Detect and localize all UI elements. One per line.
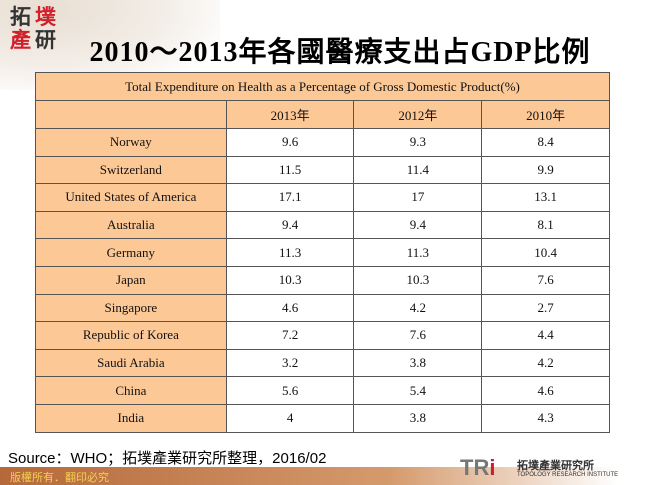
table-row: Germany 11.3 11.3 10.4 — [35, 238, 610, 267]
logo-char: 拓 — [10, 5, 31, 29]
country-cell: China — [35, 376, 227, 405]
value-cell: 9.6 — [225, 128, 355, 157]
logo-char: 產 — [10, 28, 31, 52]
column-header: 2013年 — [225, 100, 355, 129]
value-cell: 10.4 — [481, 238, 610, 267]
table-row: Australia 9.4 9.4 8.1 — [35, 210, 610, 240]
tri-logo-i: i — [489, 455, 496, 480]
expenditure-table: Total Expenditure on Health as a Percent… — [35, 72, 610, 433]
value-cell: 11.5 — [225, 155, 355, 185]
country-cell: Germany — [35, 238, 227, 267]
country-cell: India — [35, 403, 227, 433]
value-cell: 4.4 — [481, 321, 610, 350]
logo: 拓墣 產研 — [8, 6, 60, 54]
logo-char: 墣 — [35, 5, 56, 29]
country-cell: Japan — [35, 265, 227, 295]
value-cell: 10.3 — [225, 265, 355, 295]
column-header: 2012年 — [353, 100, 483, 129]
table-row: Switzerland 11.5 11.4 9.9 — [35, 155, 610, 185]
value-cell: 8.1 — [481, 210, 610, 240]
value-cell: 17 — [353, 183, 483, 212]
country-cell: Saudi Arabia — [35, 348, 227, 378]
table-row: Norway 9.6 9.3 8.4 — [35, 128, 610, 157]
value-cell: 7.6 — [353, 321, 483, 350]
table-row: Japan 10.3 10.3 7.6 — [35, 265, 610, 295]
value-cell: 4.6 — [481, 376, 610, 405]
value-cell: 13.1 — [481, 183, 610, 212]
country-cell: United States of America — [35, 183, 227, 212]
table-row: Republic of Korea 7.2 7.6 4.4 — [35, 321, 610, 350]
source-note: Source：WHO；拓墣產業研究所整理，2016/02 — [8, 450, 327, 467]
value-cell: 3.2 — [225, 348, 355, 378]
page-title: 2010～2013年各國醫療支出占GDP比例 — [89, 37, 591, 68]
table-row: Singapore 4.6 4.2 2.7 — [35, 293, 610, 323]
brand-name-cn: 拓墣產業研究所 — [517, 459, 594, 472]
value-cell: 4.2 — [353, 293, 483, 323]
table-row: China 5.6 5.4 4.6 — [35, 376, 610, 405]
table-row: Saudi Arabia 3.2 3.8 4.2 — [35, 348, 610, 378]
column-header — [35, 100, 227, 129]
value-cell: 3.8 — [353, 403, 483, 433]
value-cell: 5.6 — [225, 376, 355, 405]
value-cell: 4 — [225, 403, 355, 433]
value-cell: 9.9 — [481, 155, 610, 185]
footer-bar — [0, 467, 650, 485]
value-cell: 7.6 — [481, 265, 610, 295]
value-cell: 9.4 — [225, 210, 355, 240]
country-cell: Republic of Korea — [35, 321, 227, 350]
country-cell: Switzerland — [35, 155, 227, 185]
tri-logo-text: TR — [460, 455, 490, 480]
value-cell: 4.6 — [225, 293, 355, 323]
value-cell: 11.3 — [353, 238, 483, 267]
table-row: United States of America 17.1 17 13.1 — [35, 183, 610, 212]
value-cell: 11.3 — [225, 238, 355, 267]
value-cell: 3.8 — [353, 348, 483, 378]
value-cell: 8.4 — [481, 128, 610, 157]
copyright-text: 版權所有．翻印必究 — [10, 471, 109, 484]
value-cell: 9.3 — [353, 128, 483, 157]
value-cell: 10.3 — [353, 265, 483, 295]
value-cell: 4.2 — [481, 348, 610, 378]
value-cell: 2.7 — [481, 293, 610, 323]
table-row: India 4 3.8 4.3 — [35, 403, 610, 433]
brand-name-en: TOPOLOGY RESEARCH INSTITUTE — [517, 472, 619, 478]
value-cell: 5.4 — [353, 376, 483, 405]
country-cell: Norway — [35, 128, 227, 157]
column-header: 2010年 — [481, 100, 610, 129]
value-cell: 9.4 — [353, 210, 483, 240]
value-cell: 7.2 — [225, 321, 355, 350]
table-caption: Total Expenditure on Health as a Percent… — [35, 72, 610, 101]
tri-logo: TRi — [460, 455, 495, 481]
value-cell: 17.1 — [225, 183, 355, 212]
logo-char: 研 — [35, 28, 56, 52]
value-cell: 4.3 — [481, 403, 610, 433]
country-cell: Australia — [35, 210, 227, 240]
value-cell: 11.4 — [353, 155, 483, 185]
country-cell: Singapore — [35, 293, 227, 323]
